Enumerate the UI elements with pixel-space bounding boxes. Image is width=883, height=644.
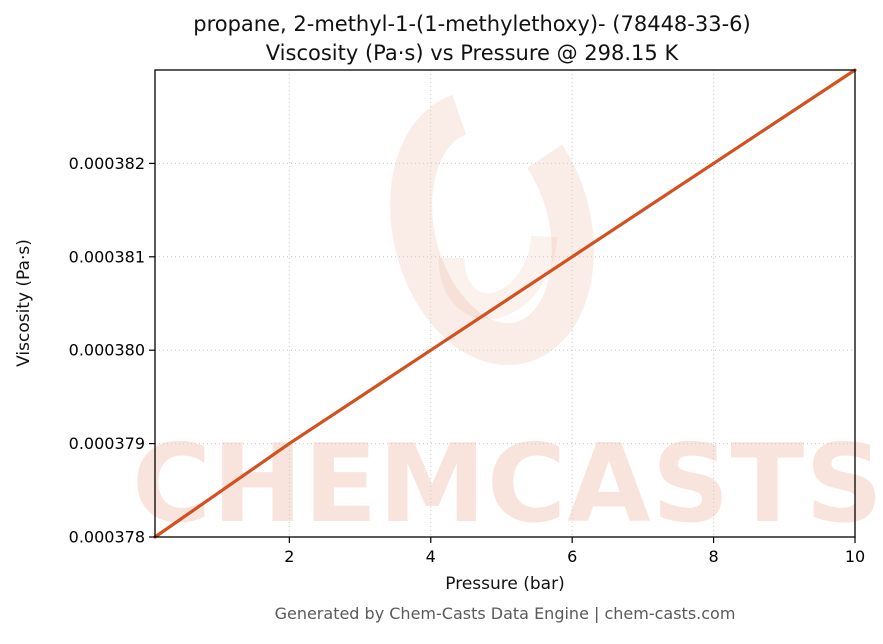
x-tick-label: 2 xyxy=(284,547,294,566)
x-tick-label: 4 xyxy=(426,547,436,566)
y-tick-label: 0.000379 xyxy=(69,434,145,453)
watermark-text: CHEMCASTS xyxy=(132,422,883,547)
chart-title-line2: Viscosity (Pa·s) vs Pressure @ 298.15 K xyxy=(265,41,679,65)
x-axis-label: Pressure (bar) xyxy=(445,574,565,594)
watermark-logo-inner-icon xyxy=(438,172,558,320)
plot-border xyxy=(154,69,856,538)
y-axis-label: Viscosity (Pa·s) xyxy=(14,239,34,367)
y-tick-label: 0.000382 xyxy=(69,154,145,173)
x-tick-label: 8 xyxy=(708,547,718,566)
y-tick-label: 0.000378 xyxy=(69,528,145,547)
x-tick-label: 10 xyxy=(845,547,865,566)
watermark-logo-icon xyxy=(390,90,594,366)
y-tick-label: 0.000380 xyxy=(69,341,145,360)
data-line xyxy=(153,68,857,539)
chart-title-line1: propane, 2-methyl-1-(1-methylethoxy)- (7… xyxy=(193,12,751,36)
y-tick-label: 0.000381 xyxy=(69,247,145,266)
chart-title: propane, 2-methyl-1-(1-methylethoxy)- (7… xyxy=(92,10,852,68)
x-tick-label: 6 xyxy=(567,547,577,566)
footer-credit: Generated by Chem-Casts Data Engine | ch… xyxy=(274,604,736,623)
